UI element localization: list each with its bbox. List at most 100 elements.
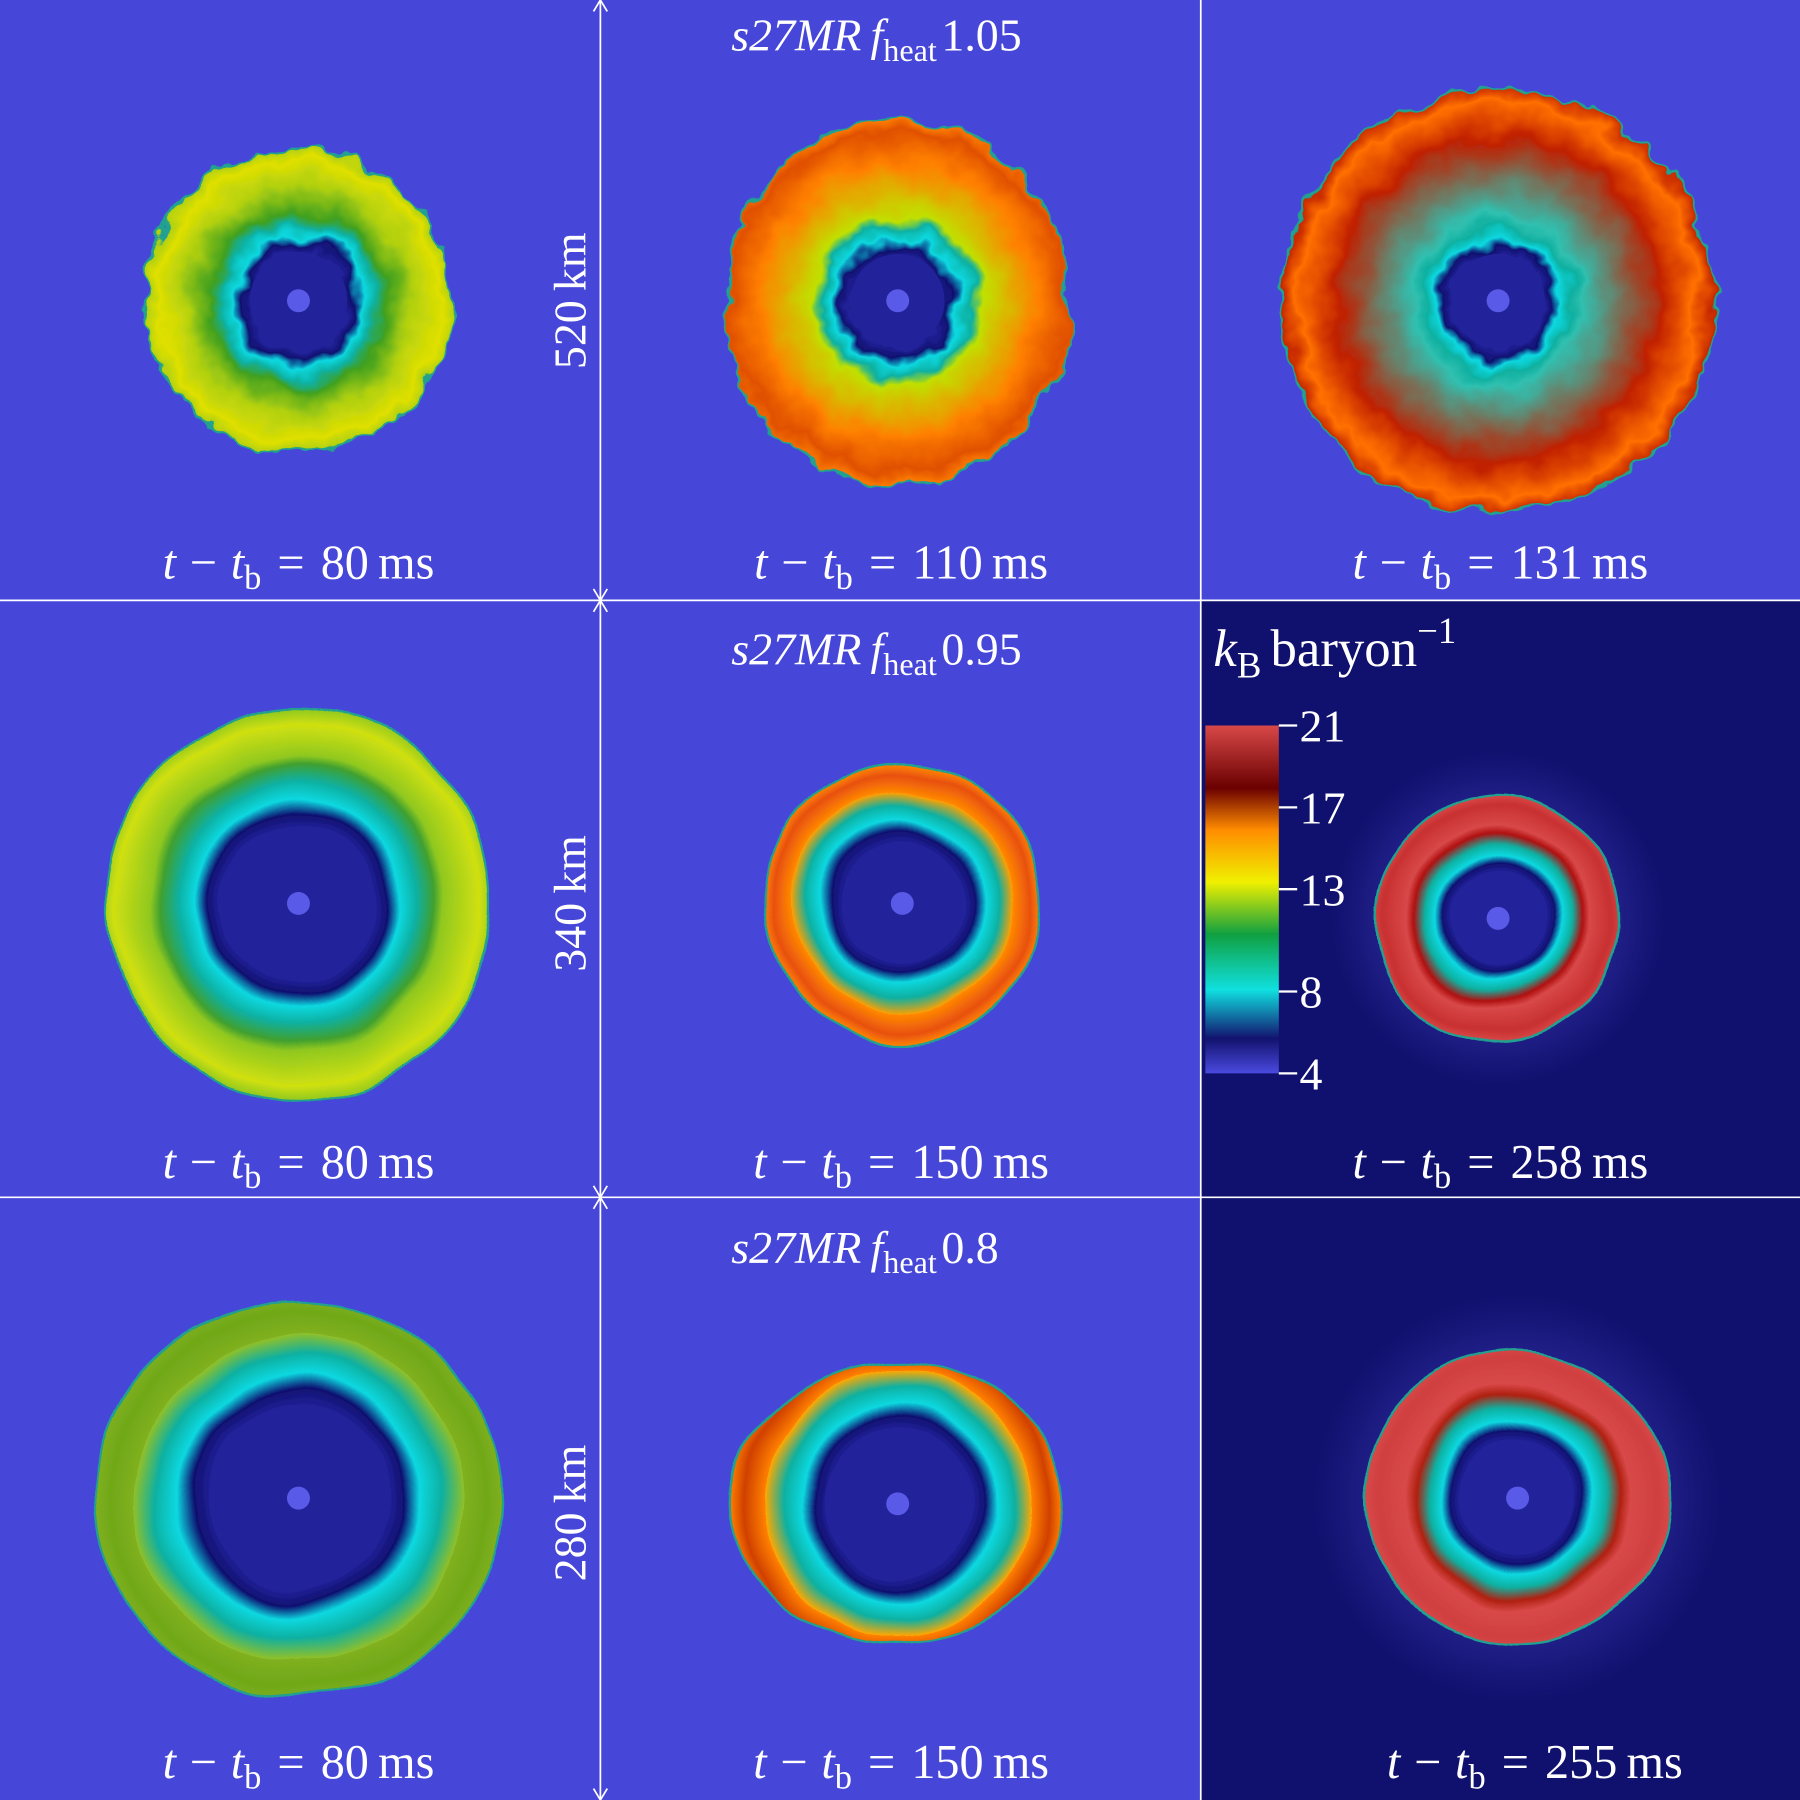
text-part: −1 <box>1417 610 1456 651</box>
text-part: km <box>544 232 595 291</box>
text-part: 340 <box>544 903 595 972</box>
text-part: 150 <box>911 1136 983 1189</box>
text-part: t <box>821 1136 836 1189</box>
core-center <box>1486 906 1510 930</box>
time-label: t − tb = 258 ms <box>1352 1136 1648 1196</box>
text-part: b <box>244 1158 261 1196</box>
text-part: t <box>822 537 837 590</box>
text-part: s27MR <box>731 10 861 61</box>
text-part: 258 <box>1511 1136 1583 1189</box>
text-part: 255 <box>1545 1736 1617 1789</box>
text-part: − <box>780 1136 807 1189</box>
time-label: t − tb = 110 ms <box>754 537 1048 597</box>
text-part: t <box>754 537 769 590</box>
text-part: t <box>231 1736 246 1789</box>
text-part: s27MR <box>731 624 861 675</box>
core-center <box>1506 1486 1530 1510</box>
colorbar-tick-label: 8 <box>1299 967 1322 1018</box>
text-part: km <box>544 835 595 894</box>
arrowhead <box>592 1788 609 1800</box>
colorbar-tick-label: 4 <box>1299 1048 1322 1099</box>
time-label: t − tb = 150 ms <box>753 1736 1049 1796</box>
core-center <box>286 1486 310 1510</box>
text-part: s27MR <box>731 1222 861 1273</box>
text-part: t <box>753 1136 768 1189</box>
core-center <box>286 891 310 915</box>
text-part: t <box>821 1736 836 1789</box>
core-center <box>886 1492 910 1516</box>
core-center <box>890 891 914 915</box>
time-label: t − tb = 150 ms <box>753 1136 1049 1196</box>
text-part: = <box>868 1736 895 1789</box>
time-label: t − tb = 80 ms <box>163 1736 435 1796</box>
colorbar-tick-label: 13 <box>1299 864 1345 915</box>
text-part: ms <box>1592 537 1648 590</box>
text-part: t <box>1421 537 1436 590</box>
text-part: t <box>1352 1136 1367 1189</box>
text-part: 80 <box>321 1736 369 1789</box>
text-part: − <box>781 537 808 590</box>
text-part: = <box>869 537 896 590</box>
text-part: − <box>780 1736 807 1789</box>
time-label: t − tb = 80 ms <box>163 1136 435 1196</box>
text-part: b <box>1434 1158 1451 1196</box>
arrowhead <box>592 1195 609 1210</box>
text-part: B <box>1237 644 1261 685</box>
text-part: b <box>835 1759 852 1797</box>
text-part: b <box>836 559 853 597</box>
text-part: 0.95 <box>941 624 1021 675</box>
text-part: = <box>868 1136 895 1189</box>
text-part: ms <box>378 1736 434 1789</box>
text-part: t <box>1387 1736 1402 1789</box>
colorbar-tick-label: 17 <box>1299 782 1345 833</box>
text-part: 520 <box>544 300 595 369</box>
text-part: − <box>190 1736 217 1789</box>
text-part: b <box>1434 559 1451 597</box>
text-part: − <box>1414 1736 1441 1789</box>
text-part: = <box>1467 537 1494 590</box>
arrowhead <box>592 0 609 12</box>
text-part: − <box>1380 1136 1407 1189</box>
text-part: = <box>277 1736 304 1789</box>
colorbar <box>1205 725 1279 1074</box>
text-part: t <box>231 537 246 590</box>
core-center <box>886 289 910 313</box>
text-part: ms <box>1592 1136 1648 1189</box>
text-part: t <box>1421 1136 1436 1189</box>
text-part: heat <box>883 1244 937 1280</box>
colorbar-tick-label: 21 <box>1299 701 1345 752</box>
text-part: b <box>244 559 261 597</box>
text-part: = <box>277 1136 304 1189</box>
colorbar-title: kB baryon−1 <box>1213 610 1456 685</box>
text-part: − <box>1380 537 1407 590</box>
scale-label: 520 km <box>544 232 595 369</box>
text-part: 80 <box>321 1136 369 1189</box>
model-label: s27MR fheat 0.8 <box>731 1222 999 1280</box>
text-part: = <box>277 537 304 590</box>
text-part: ms <box>993 1136 1049 1189</box>
text-part: 280 <box>544 1513 595 1582</box>
text-part: t <box>231 1136 246 1189</box>
text-part: 0.8 <box>941 1222 998 1273</box>
core-center <box>1486 289 1510 313</box>
scale-label: 340 km <box>544 835 595 972</box>
text-part: t <box>163 1736 178 1789</box>
text-part: 150 <box>911 1736 983 1789</box>
text-part: heat <box>883 646 937 682</box>
text-part: heat <box>883 32 937 68</box>
text-part: ms <box>378 1136 434 1189</box>
text-part: t <box>163 1136 178 1189</box>
text-part: t <box>753 1736 768 1789</box>
text-part: 80 <box>321 537 369 590</box>
text-part: b <box>244 1759 261 1797</box>
text-part: ms <box>378 537 434 590</box>
text-part: t <box>1455 1736 1470 1789</box>
model-label: s27MR fheat 0.95 <box>731 624 1021 682</box>
text-part: km <box>544 1445 595 1504</box>
time-label: t − tb = 80 ms <box>163 537 435 597</box>
model-label: s27MR fheat 1.05 <box>731 10 1021 68</box>
text-part: ms <box>992 537 1048 590</box>
text-part: − <box>190 537 217 590</box>
text-part: 131 <box>1511 537 1583 590</box>
